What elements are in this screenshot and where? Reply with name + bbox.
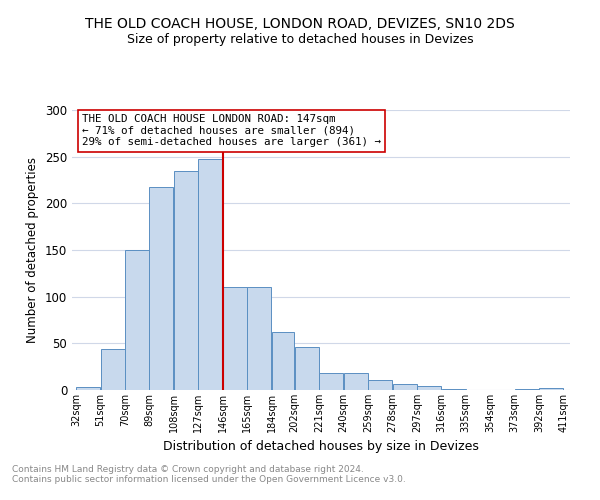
Bar [442,389,466,390]
Bar [149,186,173,390]
Bar [125,250,149,390]
Text: THE OLD COACH HOUSE, LONDON ROAD, DEVIZES, SN10 2DS: THE OLD COACH HOUSE, LONDON ROAD, DEVIZE… [85,18,515,32]
X-axis label: Distribution of detached houses by size in Devizes: Distribution of detached houses by size … [163,440,479,454]
Bar [344,373,368,390]
Text: THE OLD COACH HOUSE LONDON ROAD: 147sqm
← 71% of detached houses are smaller (89: THE OLD COACH HOUSE LONDON ROAD: 147sqm … [82,114,381,148]
Bar [539,388,563,390]
Y-axis label: Number of detached properties: Number of detached properties [26,157,40,343]
Bar [247,288,271,390]
Bar [174,170,198,390]
Text: Size of property relative to detached houses in Devizes: Size of property relative to detached ho… [127,32,473,46]
Bar [368,380,392,390]
Bar [515,389,539,390]
Bar [101,349,125,390]
Bar [76,387,100,390]
Bar [272,332,295,390]
Bar [295,347,319,390]
Text: Contains public sector information licensed under the Open Government Licence v3: Contains public sector information licen… [12,476,406,484]
Bar [392,384,416,390]
Text: Contains HM Land Registry data © Crown copyright and database right 2024.: Contains HM Land Registry data © Crown c… [12,466,364,474]
Bar [319,373,343,390]
Bar [223,288,247,390]
Bar [199,160,223,390]
Bar [417,386,441,390]
